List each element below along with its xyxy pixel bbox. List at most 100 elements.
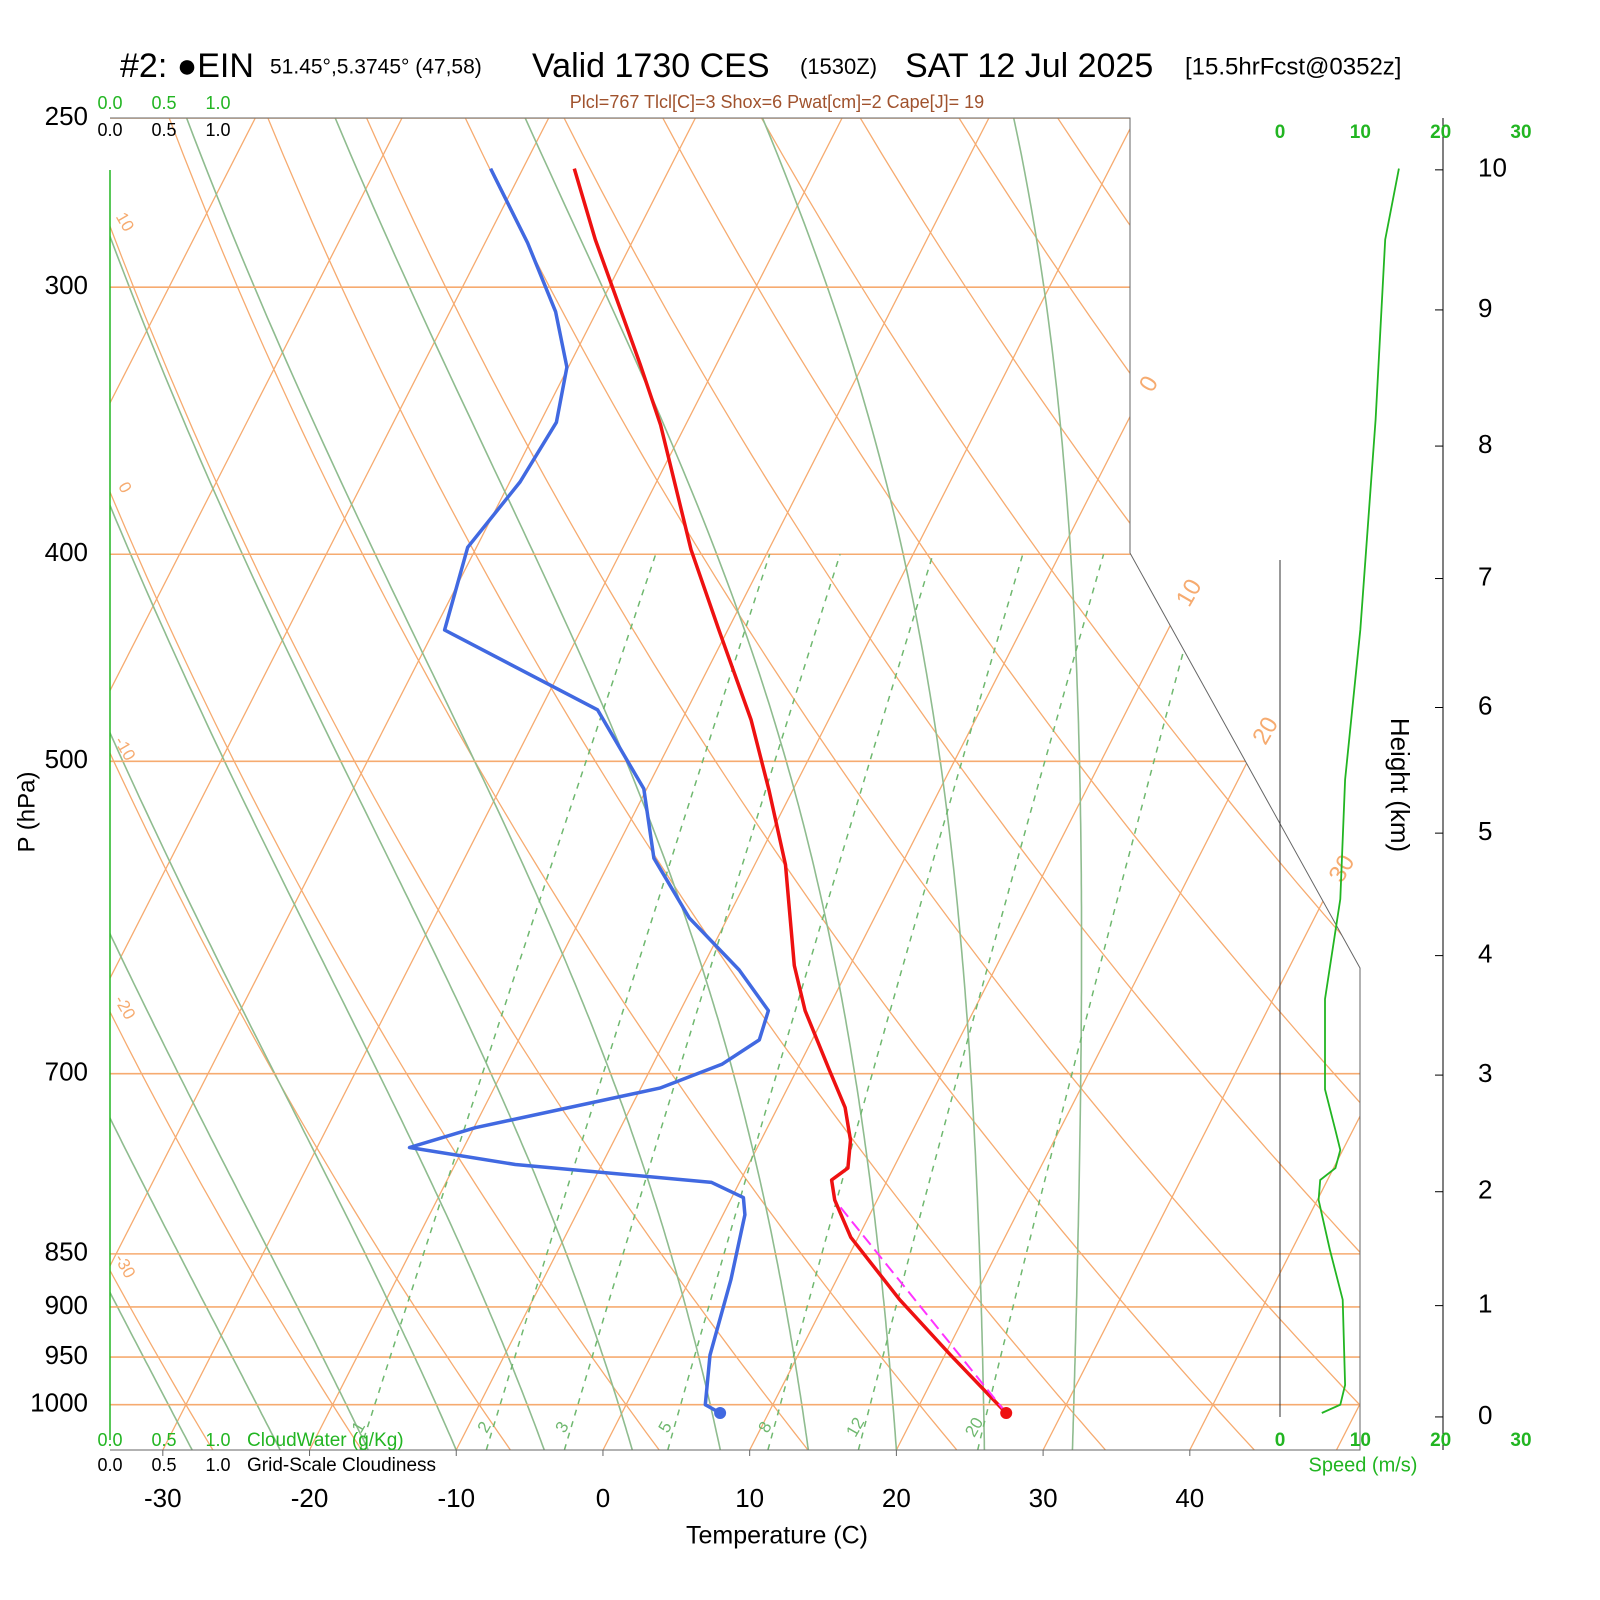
speed-tick-label: 20 xyxy=(1430,1430,1451,1451)
height-tick-label: 1 xyxy=(1478,1289,1492,1319)
isotherm xyxy=(110,118,403,1450)
y-tick-label: 1000 xyxy=(30,1388,88,1418)
y-tick-label: 900 xyxy=(45,1290,88,1320)
dry-adiabat xyxy=(464,118,1360,1450)
mixing-ratio-line xyxy=(857,553,1105,1450)
x-tick-label: 40 xyxy=(1175,1483,1204,1513)
moist-adiabat xyxy=(110,118,457,1450)
moist-adiabat xyxy=(185,118,722,1450)
cloud-tick-label: 0.0 xyxy=(97,93,122,113)
title-forecast: [15.5hrFcst@0352z] xyxy=(1185,53,1401,80)
cloud-tick-label: 1.0 xyxy=(205,1430,230,1450)
speed-tick-label: 10 xyxy=(1350,122,1371,143)
surface-dot xyxy=(714,1407,727,1420)
dry-adiabat xyxy=(168,118,958,1450)
speed-tick-label: 10 xyxy=(1350,1430,1371,1451)
mixing-ratio-line xyxy=(667,553,934,1450)
diagram-background xyxy=(110,118,1360,1450)
isotherm xyxy=(1042,118,1360,1450)
dry-adiabat xyxy=(110,118,363,1450)
isotherm xyxy=(110,118,550,1450)
moist-adiabat xyxy=(110,118,193,1450)
x-tick-label: -30 xyxy=(144,1483,182,1513)
height-axis-label: Height (km) xyxy=(1385,718,1415,852)
profile-line xyxy=(572,168,1008,1415)
cloud-tick-label: 0.5 xyxy=(151,1455,176,1475)
y-tick-label: 500 xyxy=(45,744,88,774)
subtitle: Plcl=767 Tlcl[C]=3 Shox=6 Pwat[cm]=2 Cap… xyxy=(570,92,984,112)
moist-adiabat xyxy=(110,118,281,1450)
mixing-ratio-line xyxy=(767,553,1024,1450)
height-tick-label: 4 xyxy=(1478,938,1492,968)
height-tick-label: 3 xyxy=(1478,1058,1492,1088)
wind-speed-line xyxy=(1317,168,1400,1414)
dry-adiabat xyxy=(110,118,214,1450)
y-tick-label: 400 xyxy=(45,537,88,567)
cloud-tick-label: 0.0 xyxy=(97,1430,122,1450)
surface-dot xyxy=(1000,1407,1013,1420)
x-tick-label: 30 xyxy=(1029,1483,1058,1513)
speed-tick-label: 30 xyxy=(1510,1430,1531,1451)
cloud-tick-label: 0.0 xyxy=(97,1455,122,1475)
cloud-axis-label: CloudWater (g/Kg) xyxy=(247,1430,404,1451)
height-tick-label: 7 xyxy=(1478,561,1492,591)
y-tick-label: 700 xyxy=(45,1057,88,1087)
isotherm xyxy=(162,118,843,1450)
isotherm xyxy=(895,118,1360,1450)
cloud-tick-label: 0.0 xyxy=(97,120,122,140)
dry-adiabat xyxy=(366,118,1255,1450)
height-tick-label: 9 xyxy=(1478,293,1492,323)
plot-border xyxy=(110,117,1361,1451)
y-tick-label: 850 xyxy=(45,1237,88,1267)
x-tick-label: -20 xyxy=(291,1483,329,1513)
dry-adiabat xyxy=(110,118,511,1450)
isotherm xyxy=(455,118,1137,1450)
cloud-tick-label: 0.5 xyxy=(151,1430,176,1450)
cloud-tick-label: 0.5 xyxy=(151,120,176,140)
cloud-tick-label: 1.0 xyxy=(205,120,230,140)
moist-adiabat xyxy=(110,118,634,1450)
title-valid: Valid 1730 CES xyxy=(532,47,770,85)
cloud-tick-label: 1.0 xyxy=(205,93,230,113)
x-tick-label: 10 xyxy=(735,1483,764,1513)
dry-adiabat xyxy=(760,118,1360,1450)
speed-axis-label: Speed (m/s) xyxy=(1309,1454,1418,1476)
dry-adiabat xyxy=(110,118,660,1450)
height-tick-label: 6 xyxy=(1478,690,1492,720)
height-tick-label: 0 xyxy=(1478,1400,1492,1430)
moist-adiabat xyxy=(110,118,546,1450)
moist-adiabat xyxy=(524,118,898,1450)
height-tick-label: 2 xyxy=(1478,1175,1492,1205)
height-tick-label: 5 xyxy=(1478,816,1492,846)
isotherm xyxy=(1189,118,1360,1450)
speed-tick-label: 30 xyxy=(1510,122,1531,143)
cloud-tick-label: 1.0 xyxy=(205,1455,230,1475)
moist-adiabat xyxy=(761,118,986,1450)
x-tick-label: -10 xyxy=(437,1483,475,1513)
isotherm xyxy=(110,118,256,1450)
x-tick-label: 20 xyxy=(882,1483,911,1513)
moist-adiabat xyxy=(110,118,369,1450)
title-location: 51.45°,5.3745° (47,58) xyxy=(270,56,482,79)
cloud-tick-label: 0.5 xyxy=(151,93,176,113)
mixing-ratio-line xyxy=(359,553,657,1450)
speed-tick-label: 0 xyxy=(1275,122,1286,143)
profile-line xyxy=(837,1203,1007,1414)
y-tick-label: 300 xyxy=(45,270,88,300)
cloud-axis-label: Grid-Scale Cloudiness xyxy=(247,1455,436,1476)
title-utc: (1530Z) xyxy=(800,54,877,79)
moist-adiabat xyxy=(334,118,810,1450)
dry-adiabat xyxy=(859,118,1360,1450)
y-tick-label: 250 xyxy=(45,101,88,131)
title-date: SAT 12 Jul 2025 xyxy=(905,47,1153,85)
dry-adiabat xyxy=(563,118,1360,1450)
title-station: #2: ●EIN xyxy=(120,47,254,85)
isotherm xyxy=(308,118,990,1450)
dry-adiabat xyxy=(110,118,809,1450)
x-axis-label: Temperature (C) xyxy=(686,1522,868,1550)
profile-line xyxy=(407,167,771,1415)
y-tick-label: 950 xyxy=(45,1340,88,1370)
